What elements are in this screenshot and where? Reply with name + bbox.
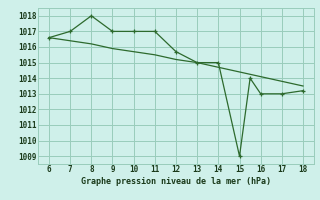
X-axis label: Graphe pression niveau de la mer (hPa): Graphe pression niveau de la mer (hPa) bbox=[81, 177, 271, 186]
